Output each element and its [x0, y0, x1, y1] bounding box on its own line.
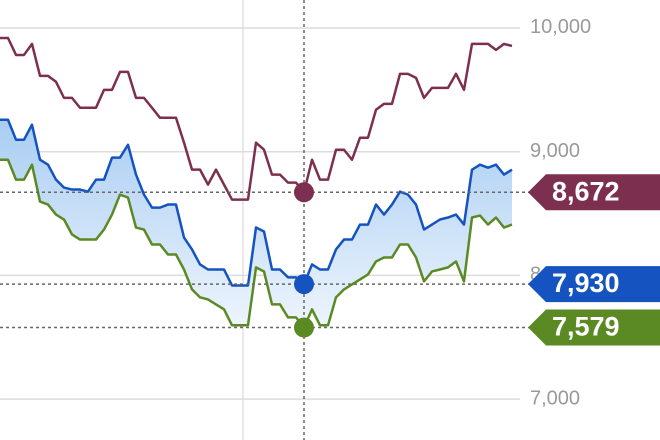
value-tag — [528, 309, 660, 346]
series-line — [0, 158, 513, 329]
hover-dot — [294, 182, 314, 203]
y-tick-label: 10,000 — [530, 16, 591, 38]
hover-dot — [294, 317, 314, 338]
value-tag — [528, 174, 660, 211]
area-fill — [0, 119, 512, 328]
value-tag-label: 7,579 — [552, 312, 620, 342]
series-line — [0, 118, 513, 287]
series-line — [0, 36, 513, 201]
value-tag-label: 8,672 — [552, 176, 620, 206]
value-tag-label: 7,930 — [552, 268, 620, 298]
hover-dot — [294, 274, 314, 295]
y-tick-label: 7,000 — [530, 387, 580, 409]
y-tick-label: 9,000 — [530, 140, 580, 162]
value-tag — [528, 266, 660, 303]
